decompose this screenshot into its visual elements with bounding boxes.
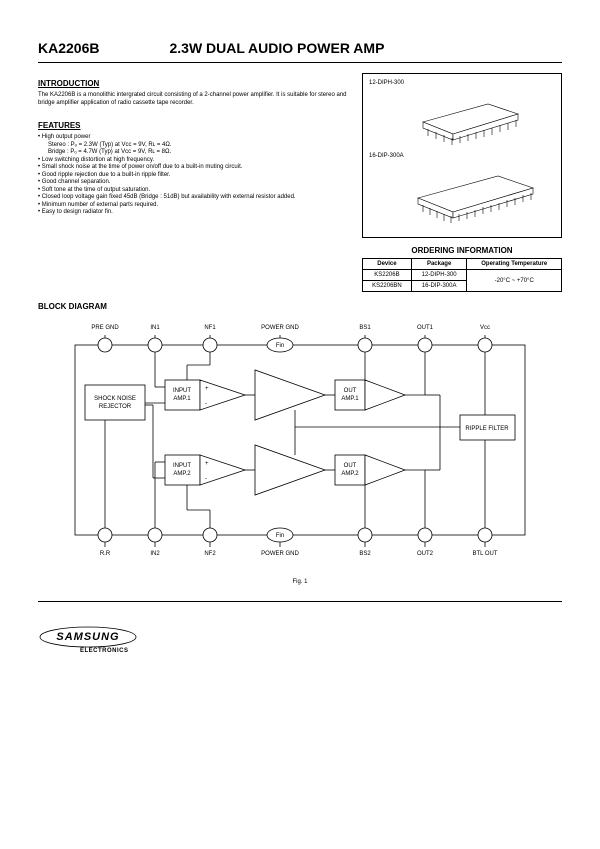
svg-text:PRE GND: PRE GND bbox=[91, 325, 119, 331]
svg-text:NF1: NF1 bbox=[204, 325, 216, 331]
logo-row: SAMSUNG ELECTRONICS bbox=[38, 626, 562, 654]
block-diagram: 7 6 5 10 11 12 Fin PRE GND IN1 NF1 POWER… bbox=[38, 315, 562, 575]
chip-icon-1 bbox=[418, 92, 528, 147]
feature-item: Low switching distortion at high frequen… bbox=[38, 157, 350, 165]
package-label-2: 16-DIP-300A bbox=[369, 153, 404, 159]
package-label-1: 12-DIPH-300 bbox=[369, 80, 404, 86]
feature-sub: Stereo : Pₒ = 2.3W (Typ) at Vᴄᴄ = 9V, Rʟ… bbox=[38, 142, 350, 150]
table-header: Package bbox=[411, 259, 467, 270]
svg-text:IN1: IN1 bbox=[150, 325, 160, 331]
chip-icon-2 bbox=[413, 166, 543, 224]
table-cell: KS2206BN bbox=[363, 281, 412, 292]
table-cell: 16-DIP-300A bbox=[411, 281, 467, 292]
svg-text:Fin: Fin bbox=[276, 533, 284, 539]
feature-item: Minimum number of external parts require… bbox=[38, 202, 350, 210]
svg-text:BTL OUT: BTL OUT bbox=[472, 551, 497, 557]
feature-item: Closed loop voltage gain fixed 45dB (Bri… bbox=[38, 194, 350, 202]
feature-item: Small shock noise at the time of power o… bbox=[38, 164, 350, 172]
left-column: INTRODUCTION The KA2206B is a monolithic… bbox=[38, 73, 350, 292]
svg-text:Vᴄᴄ: Vᴄᴄ bbox=[480, 325, 490, 331]
svg-text:AMP.1: AMP.1 bbox=[173, 396, 191, 402]
svg-text:NF2: NF2 bbox=[204, 551, 216, 557]
svg-text:OUT2: OUT2 bbox=[417, 551, 434, 557]
svg-text:+: + bbox=[205, 461, 209, 467]
svg-text:-: - bbox=[205, 476, 207, 482]
svg-text:SHOCK NOISE: SHOCK NOISE bbox=[94, 396, 136, 402]
features-heading: FEATURES bbox=[38, 121, 350, 130]
table-cell: 12-DIPH-300 bbox=[411, 270, 467, 281]
feature-item: Soft tone at the time of output saturati… bbox=[38, 187, 350, 195]
svg-text:IN2: IN2 bbox=[150, 551, 160, 557]
svg-text:SAMSUNG: SAMSUNG bbox=[56, 631, 119, 643]
page-title: 2.3W DUAL AUDIO POWER AMP bbox=[169, 40, 384, 56]
intro-heading: INTRODUCTION bbox=[38, 79, 350, 88]
svg-text:AMP.2: AMP.2 bbox=[341, 471, 359, 477]
svg-text:10: 10 bbox=[362, 343, 369, 349]
svg-text:BS1: BS1 bbox=[359, 325, 371, 331]
svg-text:11: 11 bbox=[422, 343, 429, 349]
part-number: KA2206B bbox=[38, 40, 99, 56]
table-header: Device bbox=[363, 259, 412, 270]
svg-text:REJECTOR: REJECTOR bbox=[99, 404, 132, 410]
svg-text:-: - bbox=[205, 401, 207, 407]
svg-text:RIPPLE FILTER: RIPPLE FILTER bbox=[465, 426, 509, 432]
ordering-heading: ORDERING INFORMATION bbox=[362, 246, 562, 255]
figure-label: Fig. 1 bbox=[38, 579, 562, 585]
svg-text:12: 12 bbox=[482, 343, 489, 349]
right-column: 12-DIPH-300 bbox=[362, 73, 562, 292]
feature-item: Easy to design radiator fin. bbox=[38, 209, 350, 217]
header-rule bbox=[38, 62, 562, 63]
svg-text:OUT: OUT bbox=[344, 388, 357, 394]
feature-item: Good ripple rejection due to a built-in … bbox=[38, 172, 350, 180]
svg-text:R.R: R.R bbox=[100, 551, 111, 557]
svg-text:+: + bbox=[205, 386, 209, 392]
svg-text:OUT: OUT bbox=[344, 463, 357, 469]
table-header: Operating Temperature bbox=[467, 259, 562, 270]
svg-text:POWER GND: POWER GND bbox=[261, 551, 299, 557]
header: KA2206B 2.3W DUAL AUDIO POWER AMP bbox=[38, 40, 562, 56]
table-row: KS2206B 12-DIPH-300 -20°C ~ +70°C bbox=[363, 270, 562, 281]
samsung-logo-icon: SAMSUNG bbox=[38, 626, 138, 648]
svg-text:INPUT: INPUT bbox=[173, 463, 191, 469]
svg-text:OUT1: OUT1 bbox=[417, 325, 434, 331]
intro-text: The KA2206B is a monolithic intergrated … bbox=[38, 92, 350, 107]
package-box: 12-DIPH-300 bbox=[362, 73, 562, 238]
main-columns: INTRODUCTION The KA2206B is a monolithic… bbox=[38, 73, 562, 292]
feature-item: Good channel separation. bbox=[38, 179, 350, 187]
svg-text:AMP.1: AMP.1 bbox=[341, 396, 359, 402]
table-cell: -20°C ~ +70°C bbox=[467, 270, 562, 292]
electronics-label: ELECTRONICS bbox=[80, 648, 562, 654]
svg-text:BS2: BS2 bbox=[359, 551, 371, 557]
features-list: High output power Stereo : Pₒ = 2.3W (Ty… bbox=[38, 134, 350, 217]
svg-text:AMP.2: AMP.2 bbox=[173, 471, 191, 477]
feature-sub: Bridge : Pₒ = 4.7W (Typ) at Vᴄᴄ = 9V, Rʟ… bbox=[38, 149, 350, 157]
table-row: Device Package Operating Temperature bbox=[363, 259, 562, 270]
fin-label: Fin bbox=[276, 343, 284, 349]
svg-text:INPUT: INPUT bbox=[173, 388, 191, 394]
ordering-table: Device Package Operating Temperature KS2… bbox=[362, 258, 562, 292]
svg-text:POWER GND: POWER GND bbox=[261, 325, 299, 331]
table-cell: KS2206B bbox=[363, 270, 412, 281]
block-diagram-heading: BLOCK DIAGRAM bbox=[38, 302, 562, 311]
footer-rule bbox=[38, 601, 562, 602]
feature-item: High output power bbox=[38, 134, 350, 142]
